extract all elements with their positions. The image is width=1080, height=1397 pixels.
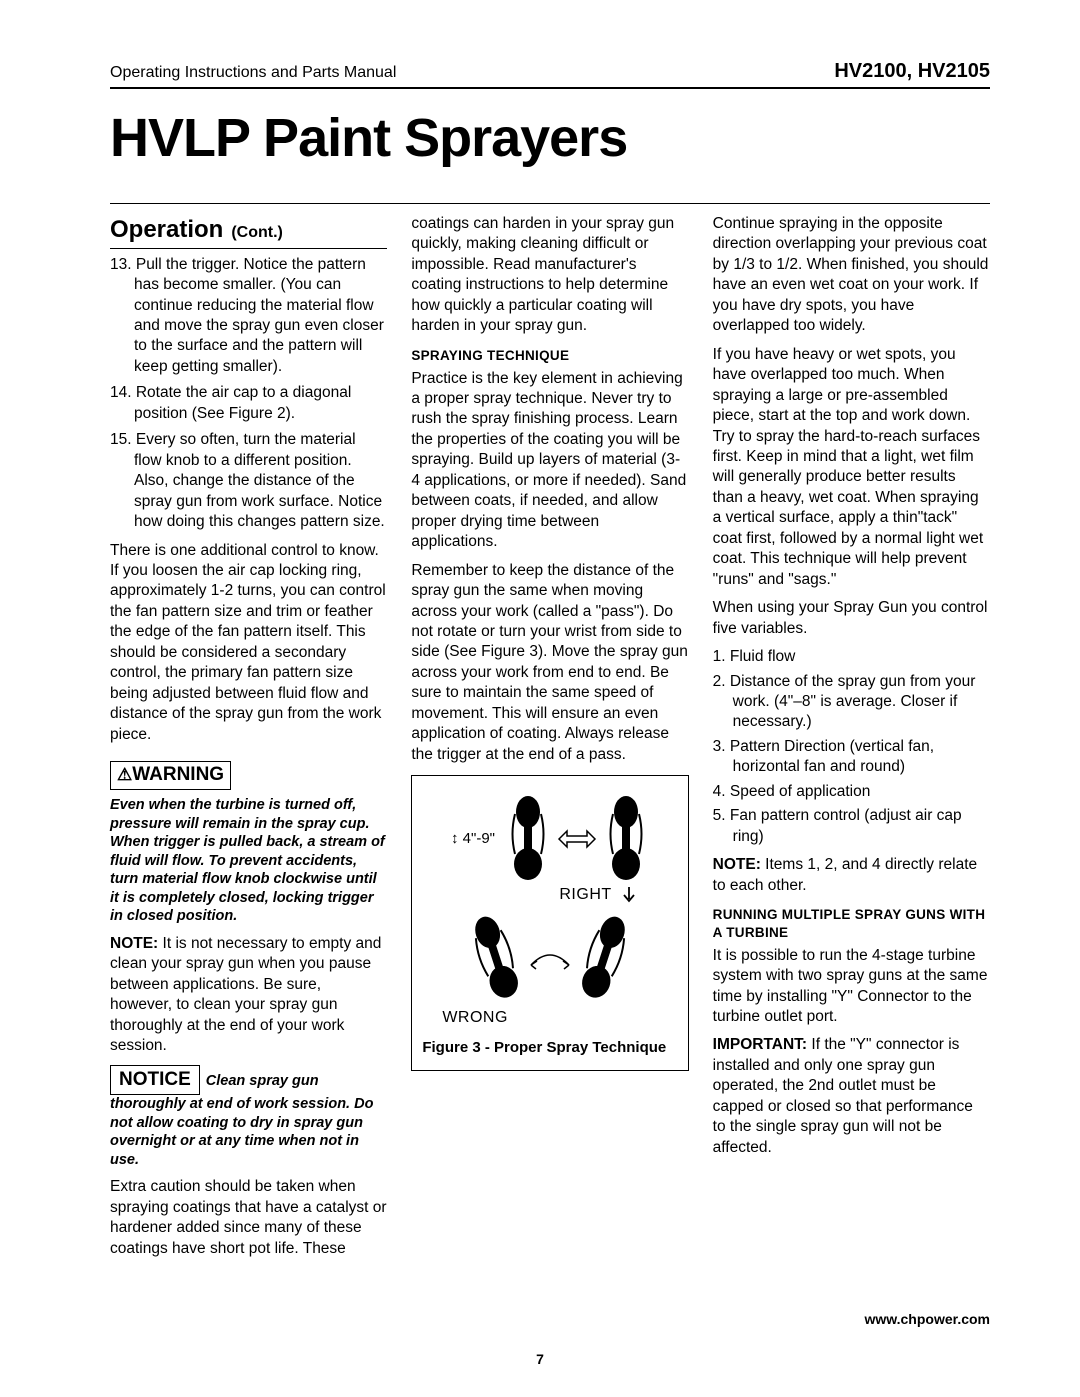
para-practice: Practice is the key element in achieving…	[411, 369, 688, 553]
figure-dimension-text: 4"-9"	[463, 830, 495, 847]
note-relate: NOTE: Items 1, 2, and 4 directly relate …	[713, 855, 990, 896]
para-harden: coatings can harden in your spray gun qu…	[411, 214, 688, 337]
notice-label-box: NOTICE	[110, 1065, 200, 1095]
header-left: Operating Instructions and Parts Manual	[110, 64, 396, 82]
page-header: Operating Instructions and Parts Manual …	[110, 60, 990, 89]
important-text: If the "Y" connector is installed and on…	[713, 1036, 973, 1155]
step-14: 14. Rotate the air cap to a diagonal pos…	[110, 383, 387, 424]
arc-arrow-icon	[525, 943, 575, 973]
para-overlap: Continue spraying in the opposite direct…	[713, 214, 990, 337]
figure-wrong-label: WRONG	[442, 1007, 508, 1028]
para-heavy-spots: If you have heavy or wet spots, you have…	[713, 345, 990, 590]
figure-3: ↕ 4"-9"	[411, 775, 688, 1071]
divider	[110, 203, 990, 204]
page-number: 7	[536, 1351, 544, 1367]
header-right: HV2100, HV2105	[834, 60, 990, 83]
section-heading-main: Operation	[110, 214, 223, 246]
note-relate-label: NOTE:	[713, 856, 761, 873]
para-distance: Remember to keep the distance of the spr…	[411, 561, 688, 766]
notice-block: NOTICEClean spray gun thoroughly at end …	[110, 1065, 387, 1170]
step-13: 13. Pull the trigger. Notice the pattern…	[110, 255, 387, 378]
var-5: 5. Fan pattern control (adjust air cap r…	[713, 806, 990, 847]
section-heading: Operation (Cont.)	[110, 214, 387, 249]
important-label: IMPORTANT:	[713, 1036, 807, 1053]
note-1-label: NOTE:	[110, 935, 158, 952]
para-control: There is one additional control to know.…	[110, 541, 387, 746]
subhead-spray-technique: SPRAYING TECHNIQUE	[411, 347, 688, 365]
warning-block: ⚠WARNING Even when the turbine is turned…	[110, 753, 387, 926]
var-3: 3. Pattern Direction (vertical fan, hori…	[713, 737, 990, 778]
para-y-connector: It is possible to run the 4-stage turbin…	[713, 946, 990, 1028]
var-2: 2. Distance of the spray gun from your w…	[713, 672, 990, 733]
var-4: 4. Speed of application	[713, 782, 990, 802]
body-columns: Operation (Cont.) 13. Pull the trigger. …	[110, 214, 990, 1267]
warning-label: WARNING	[132, 764, 224, 785]
warning-label-box: ⚠WARNING	[110, 761, 231, 790]
para-five-vars: When using your Spray Gun you control fi…	[713, 598, 990, 639]
spray-gun-wrong-1-icon	[460, 908, 532, 1008]
footer-url: www.chpower.com	[864, 1311, 990, 1327]
figure-right-label: RIGHT	[559, 884, 611, 905]
spray-gun-right-1-icon	[505, 794, 551, 884]
main-title: HVLP Paint Sprayers	[110, 107, 990, 169]
warning-text: Even when the turbine is turned off, pre…	[110, 796, 387, 926]
figure-dimension: ↕ 4"-9"	[451, 829, 495, 849]
figure-wrong-label-row: WRONG	[422, 1007, 677, 1028]
figure-wrong-row	[422, 913, 677, 1003]
subhead-multiple-guns: RUNNING MULTIPLE SPRAY GUNS WITH A TURBI…	[713, 906, 990, 942]
note-1-text: It is not necessary to empty and clean y…	[110, 935, 381, 1054]
section-heading-cont: (Cont.)	[231, 222, 283, 243]
step-list: 13. Pull the trigger. Notice the pattern…	[110, 255, 387, 533]
var-1: 1. Fluid flow	[713, 647, 990, 667]
double-arrow-icon	[557, 827, 597, 851]
figure-right-row: ↕ 4"-9"	[422, 794, 677, 884]
figure-caption: Figure 3 - Proper Spray Technique	[422, 1038, 677, 1058]
note-1: NOTE: It is not necessary to empty and c…	[110, 934, 387, 1057]
warning-triangle-icon: ⚠	[117, 765, 132, 784]
step-15: 15. Every so often, turn the material fl…	[110, 430, 387, 532]
spray-gun-wrong-2-icon	[568, 908, 640, 1008]
para-extra-caution: Extra caution should be taken when spray…	[110, 1177, 387, 1259]
figure-right-label-row: RIGHT	[422, 884, 677, 905]
down-arrow-icon	[620, 885, 638, 905]
spray-gun-right-2-icon	[603, 794, 649, 884]
para-important: IMPORTANT: If the "Y" connector is insta…	[713, 1035, 990, 1158]
variables-list: 1. Fluid flow 2. Distance of the spray g…	[713, 647, 990, 847]
